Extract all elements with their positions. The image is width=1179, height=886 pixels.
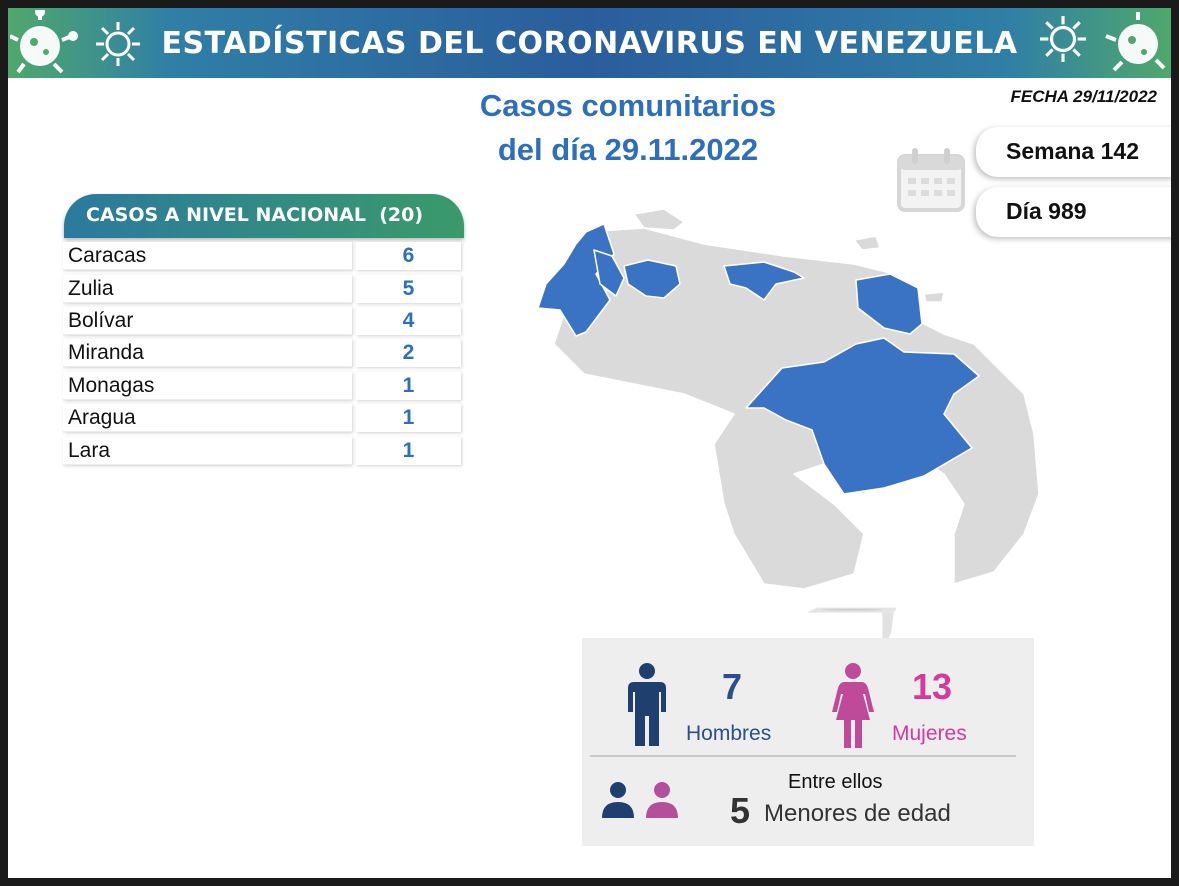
table-row: Caracas 6 — [60, 242, 464, 272]
men-label: Hombres — [686, 722, 772, 745]
state-name: Caracas — [63, 242, 352, 270]
report-date: FECHA 29/11/2022 — [1010, 87, 1157, 106]
divider — [590, 755, 1016, 757]
women-count: 13 — [912, 666, 953, 707]
map-region — [593, 249, 625, 297]
map-region — [745, 337, 980, 495]
state-cases: 2 — [356, 339, 461, 367]
man-icon — [628, 663, 666, 746]
week-label: Semana 142 — [1006, 138, 1139, 164]
minors-count: 5 — [730, 790, 751, 831]
people-icon — [602, 782, 678, 818]
map-region — [853, 235, 881, 251]
table-row: Lara 1 — [60, 437, 464, 467]
state-name: Aragua — [63, 404, 352, 432]
state-cases: 5 — [356, 275, 461, 303]
minors-label: Menores de edad — [764, 800, 951, 827]
state-cases: 1 — [356, 372, 461, 400]
table-row: Bolívar 4 — [60, 307, 464, 337]
virus-icon — [1105, 12, 1166, 72]
day-pill: Día 989 — [976, 187, 1171, 237]
national-cases-table: CASOS A NIVEL NACIONAL (20) Caracas 6 Zu… — [60, 194, 464, 474]
infographic: ESTADÍSTICAS DEL CORONAVIRUS EN VENEZUEL… — [8, 8, 1171, 878]
state-cases: 6 — [356, 242, 461, 270]
virus-icon — [96, 22, 140, 66]
map-region — [623, 259, 681, 299]
woman-icon — [832, 663, 874, 748]
state-name: Zulia — [63, 275, 352, 303]
subtitle-line-2: del día 29.11.2022 — [497, 132, 759, 167]
state-name: Bolívar — [63, 307, 352, 335]
men-count: 7 — [722, 666, 743, 707]
table-row: Monagas 1 — [60, 372, 464, 402]
subtitle: Casos comunitarios del día 29.11.2022 — [428, 84, 828, 172]
map-region — [923, 291, 945, 303]
venezuela-map — [537, 208, 1040, 590]
calendar-icon — [897, 148, 965, 212]
state-cases: 1 — [356, 404, 461, 432]
virus-icon — [1040, 16, 1086, 62]
table-row: Zulia 5 — [60, 275, 464, 305]
virus-icon — [10, 10, 78, 74]
subtitle-line-1: Casos comunitarios — [479, 88, 777, 123]
women-label: Mujeres — [892, 722, 967, 745]
state-cases: 1 — [356, 437, 461, 465]
header-banner: ESTADÍSTICAS DEL CORONAVIRUS EN VENEZUEL… — [8, 8, 1171, 78]
state-name: Monagas — [63, 372, 352, 400]
table-row: Miranda 2 — [60, 339, 464, 369]
table-row: Aragua 1 — [60, 404, 464, 434]
gender-stats-card: 7 Hombres 13 Mujeres Entre ellos 5 Menor… — [582, 638, 1034, 846]
map-region — [855, 273, 923, 335]
day-label: Día 989 — [1006, 198, 1087, 224]
state-name: Miranda — [63, 339, 352, 367]
banner-title: ESTADÍSTICAS DEL CORONAVIRUS EN VENEZUEL… — [161, 26, 1018, 61]
table-header: CASOS A NIVEL NACIONAL (20) — [64, 194, 464, 238]
card-shadow — [807, 607, 897, 646]
table-header-label: CASOS A NIVEL NACIONAL (20) — [86, 204, 423, 226]
minors-prefix: Entre ellos — [788, 771, 883, 793]
map-region — [723, 261, 805, 301]
state-name: Lara — [63, 437, 352, 465]
state-cases: 4 — [356, 307, 461, 335]
week-pill: Semana 142 — [976, 127, 1171, 177]
map-region — [633, 208, 685, 231]
